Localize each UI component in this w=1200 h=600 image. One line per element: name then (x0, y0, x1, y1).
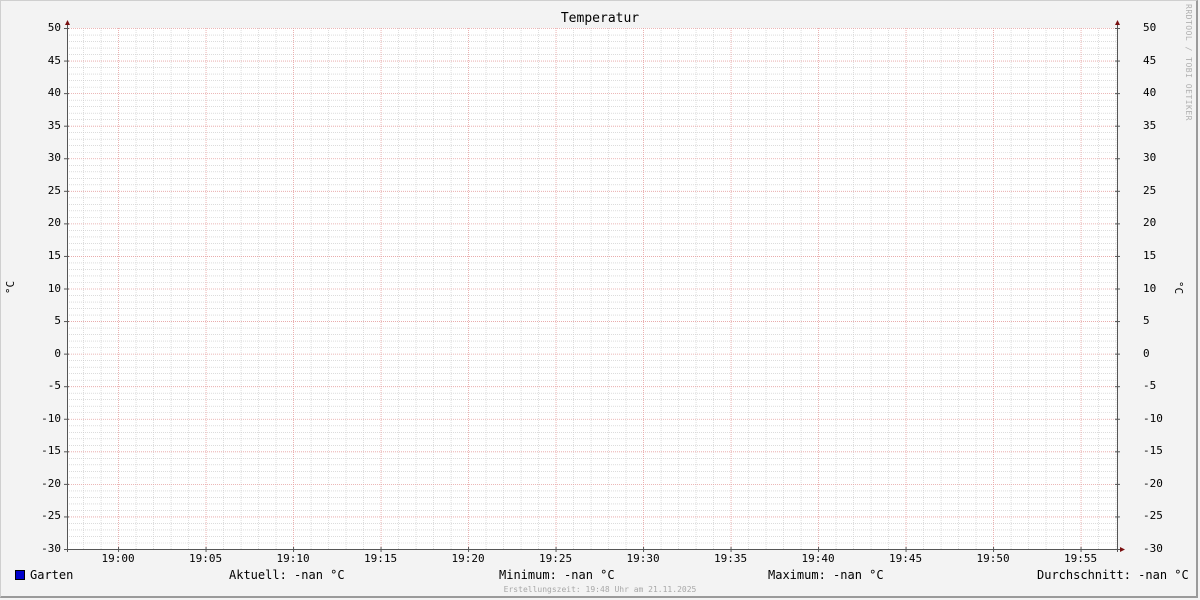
y-tick-label-left: 0 (54, 346, 61, 360)
legend-swatch-garten (15, 570, 25, 580)
y-tick-label-right: 35 (1143, 118, 1157, 132)
x-tick-label: 19:50 (976, 552, 1010, 565)
y-tick-label-right: 5 (1143, 314, 1150, 328)
y-axis-arrow-left (65, 20, 70, 25)
y-tick-label-left: -10 (41, 411, 61, 425)
y-tick-label-left: 40 (47, 86, 61, 100)
x-axis-arrow (1120, 547, 1125, 552)
x-tick-label: 19:45 (888, 552, 923, 565)
legend-current: Aktuell: -nan °C (229, 568, 345, 582)
y-tick-label-right: 15 (1143, 248, 1157, 262)
chart-title: Temperatur (560, 11, 640, 26)
y-tick-label-left: -30 (41, 542, 61, 555)
x-tick-label: 19:25 (538, 552, 573, 565)
y-tick-label-right: -30 (1143, 542, 1163, 555)
x-tick-label: 19:15 (363, 552, 398, 565)
y-tick-label-right: 50 (1143, 21, 1157, 34)
y-tick-label-left: 35 (47, 118, 61, 132)
x-tick-label: 19:35 (713, 552, 748, 565)
y-tick-label-left: 15 (47, 248, 61, 262)
y-tick-label-right: 40 (1143, 86, 1157, 100)
x-tick-label: 19:20 (451, 552, 485, 565)
x-tick-label: 19:05 (188, 552, 223, 565)
x-tick-label: 19:40 (801, 552, 835, 565)
x-tick-label: 19:55 (1063, 552, 1098, 565)
y-tick-label-right: -20 (1143, 476, 1163, 490)
y-axis-arrow-right (1115, 20, 1120, 25)
x-tick-label: 19:00 (101, 552, 135, 565)
y-tick-label-right: 45 (1143, 53, 1157, 67)
y-tick-label-left: -5 (47, 379, 61, 393)
watermark: RRDTOOL / TOBI OETIKER (1184, 4, 1193, 121)
y-tick-label-left: 30 (47, 151, 61, 165)
y-tick-label-left: -15 (41, 444, 61, 458)
x-tick-label: 19:10 (276, 552, 310, 565)
y-tick-label-left: 5 (54, 314, 61, 328)
y-tick-label-right: 30 (1143, 151, 1157, 165)
y-tick-label-right: 25 (1143, 183, 1157, 197)
y-tick-label-right: 0 (1143, 346, 1150, 360)
y-tick-label-right: 10 (1143, 281, 1157, 295)
legend-minimum: Minimum: -nan °C (499, 568, 615, 582)
y-tick-label-right: -25 (1143, 509, 1163, 523)
y-tick-label-right: -10 (1143, 411, 1163, 425)
legend-average: Durchschnitt: -nan °C (1037, 568, 1189, 582)
y-tick-label-left: 20 (47, 216, 61, 230)
legend-series-name: Garten (30, 568, 74, 582)
y-tick-label-right: -15 (1143, 444, 1163, 458)
plot-background (67, 28, 1117, 549)
y-tick-label-left: -20 (41, 476, 61, 490)
x-tick-label: 19:30 (626, 552, 660, 565)
legend-maximum: Maximum: -nan °C (768, 568, 884, 582)
y-tick-label-right: 20 (1143, 216, 1157, 230)
footer-timestamp: Erstellungszeit: 19:48 Uhr am 21.11.2025 (503, 585, 697, 594)
y-tick-label-left: 25 (47, 183, 61, 197)
y-tick-label-left: 50 (47, 21, 61, 34)
y-tick-label-left: 10 (47, 281, 61, 295)
y-tick-label-left: -25 (41, 509, 61, 523)
y-axis-label-right: °C (1172, 280, 1186, 295)
y-axis-label-left: °C (4, 280, 18, 295)
y-tick-label-left: 45 (47, 53, 61, 67)
y-tick-label-right: -5 (1143, 379, 1157, 393)
